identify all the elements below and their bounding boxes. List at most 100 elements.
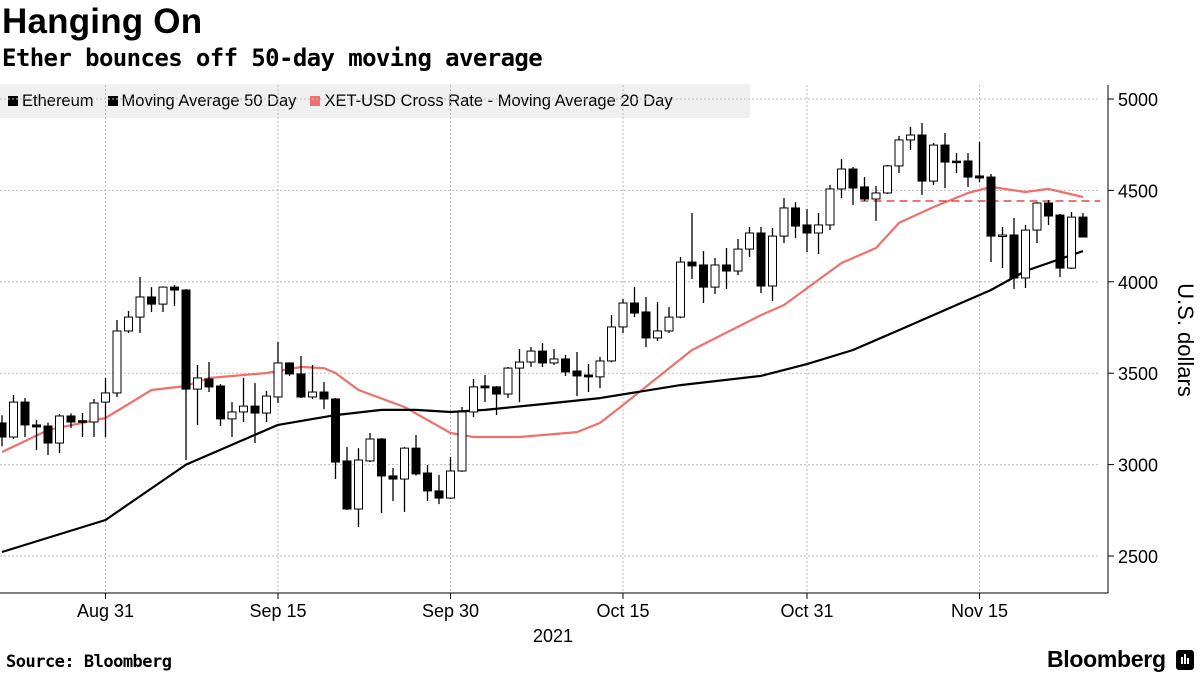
candle-body-down [1055, 214, 1065, 269]
candle-body-down [848, 168, 858, 189]
candle-body-up [549, 358, 559, 364]
candle-body-up [998, 234, 1007, 238]
candle-body-up [1032, 202, 1042, 231]
candle-body-up [457, 411, 467, 472]
candle-body-down [78, 420, 87, 423]
legend-swatch-ma50 [107, 96, 118, 106]
candle-body-up [193, 377, 202, 390]
candles [0, 122, 1088, 527]
source-note: Source: Bloomberg [6, 652, 172, 672]
candle-body-down [296, 373, 306, 398]
candle-body-down [917, 134, 927, 182]
axis-labels: 5000 4500 4000 3500 3000 2500 Aug 31 Sep 15 Sep … [77, 90, 1198, 646]
candle-body-down [411, 447, 421, 475]
candle-body-down [561, 358, 570, 373]
y-tick-label: 4500 [1118, 181, 1158, 201]
candle-body-down [940, 144, 950, 163]
candle-body-down [434, 490, 444, 499]
candle-body-up [871, 192, 881, 200]
legend: Ethereum Moving Average 50 Day XET-USD C… [0, 84, 750, 118]
y-tick-label: 3000 [1118, 456, 1158, 476]
candle-body-up [446, 470, 455, 499]
candle-body-up [503, 367, 513, 395]
bloomberg-logo: Bloomberg [1047, 646, 1194, 673]
x-tick-label: Nov 15 [951, 601, 1008, 621]
candle-body-up [768, 235, 777, 287]
candle-body-up [365, 438, 375, 462]
x-tick-label: Sep 15 [249, 601, 306, 621]
legend-label: Moving Average 50 Day [121, 91, 297, 110]
x-axis-year-label: 2021 [533, 626, 573, 646]
y-tick-label: 3500 [1118, 364, 1158, 384]
candle-body-up [906, 134, 915, 141]
candle-body-up [710, 264, 720, 288]
candle-body-down [32, 424, 41, 428]
candle-body-down [204, 378, 214, 388]
candle-body-up [664, 316, 674, 332]
candle-body-down [0, 422, 7, 438]
candle-body-up [894, 139, 904, 167]
candle-body-down [1009, 234, 1019, 279]
candle-body-down [687, 261, 697, 267]
candle-body-down [66, 415, 76, 423]
candle-body-down [791, 207, 800, 227]
candle-body-down [285, 362, 294, 375]
candle-body-up [124, 316, 133, 332]
candle-body-down [319, 391, 329, 400]
legend-label: XET-USD Cross Rate - Moving Average 20 D… [324, 91, 673, 110]
candle-body-down [342, 460, 352, 510]
candle-body-down [756, 232, 766, 287]
candle-body-down [388, 475, 398, 480]
y-tick-label: 5000 [1118, 90, 1158, 110]
candle-body-up [469, 386, 478, 413]
candle-body-up [158, 286, 168, 305]
candle-body-up [929, 144, 938, 182]
candle-body-down [20, 401, 30, 426]
candle-body-up [733, 248, 743, 272]
candle-body-down [584, 374, 593, 378]
candle-body-down [43, 425, 53, 444]
candle-body-up [273, 362, 283, 398]
candle-body-down [963, 160, 973, 178]
gridlines [0, 85, 1100, 593]
y-axis-title: U.S. dollars [1173, 283, 1198, 397]
candle-body-up [354, 459, 363, 510]
x-tick-label: Aug 31 [77, 601, 134, 621]
candle-body-down [641, 311, 651, 339]
candle-body-up [515, 361, 524, 369]
candle-body-down [860, 186, 869, 200]
candle-body-down [802, 224, 812, 234]
candle-body-up [101, 392, 110, 403]
candle-body-down [331, 398, 340, 463]
y-tick-label: 4000 [1118, 273, 1158, 293]
candle-body-down [250, 405, 260, 414]
candle-body-up [112, 330, 122, 394]
legend-swatch-ethereum [8, 96, 18, 106]
candle-body-up [308, 391, 317, 398]
candle-body-up [227, 411, 237, 420]
candle-body-up [618, 302, 628, 328]
candle-body-up [9, 401, 18, 438]
axes [0, 85, 1114, 599]
logo-text: Bloomberg [1047, 646, 1166, 672]
candle-body-up [1021, 229, 1030, 279]
candle-body-up [400, 447, 409, 480]
legend-swatch-ma20 [310, 96, 321, 106]
bloomberg-terminal-icon [1175, 649, 1194, 670]
legend-item-ma50: Moving Average 50 Day [107, 91, 297, 111]
x-tick-label: Oct 31 [780, 601, 833, 621]
x-tick-label: Sep 30 [422, 601, 479, 621]
candle-body-down [630, 302, 639, 314]
chart-title: Hanging On [2, 2, 203, 41]
candle-body-down [492, 386, 501, 395]
candle-body-down [423, 472, 432, 492]
candle-body-up [745, 232, 754, 250]
candle-body-up [883, 165, 892, 194]
candle-body-down [538, 350, 547, 364]
y-tick-label: 2500 [1118, 547, 1158, 567]
candle-body-up [239, 405, 248, 413]
candle-body-down [216, 385, 225, 420]
candle-body-down [181, 289, 191, 390]
candle-body-down [377, 438, 386, 477]
